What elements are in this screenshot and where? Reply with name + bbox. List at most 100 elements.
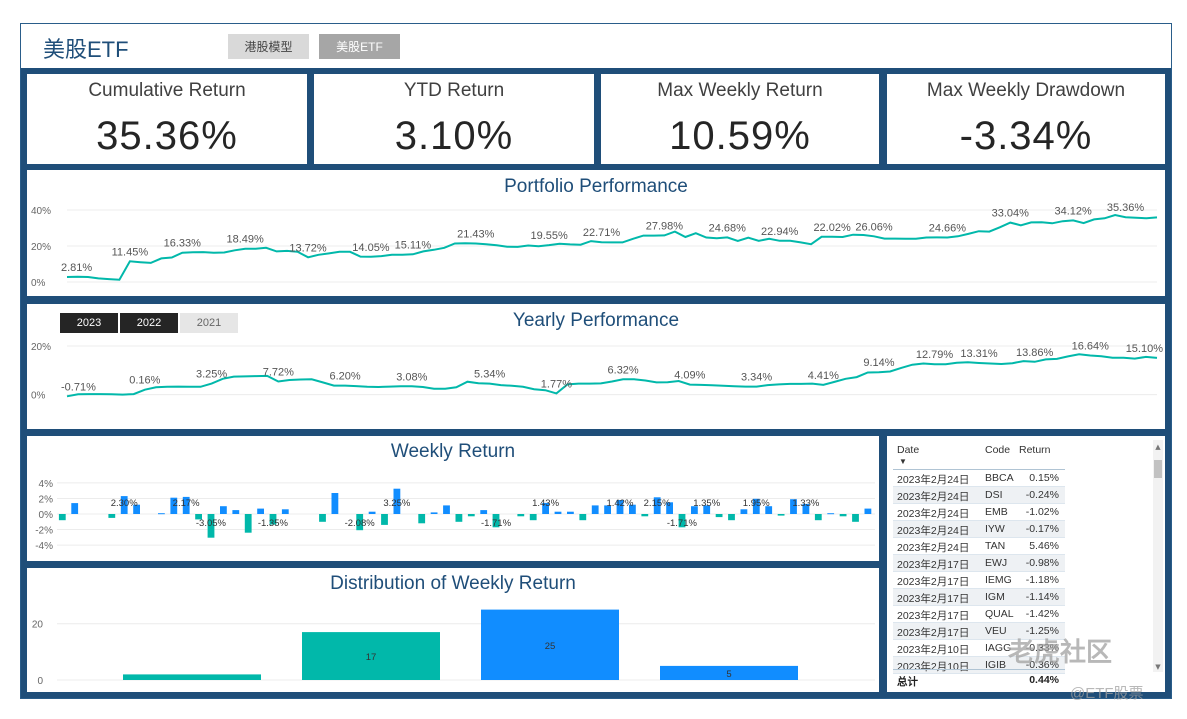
yearly-performance-chart: 20% 0% -0.71% 0.16% 3.25% 7.72% 6.20% 3.08% 5.34… [31,340,1163,401]
column-header-return[interactable]: Return [1019,444,1051,456]
cell-date: 2023年2月17日 [897,576,970,588]
series-line [66,213,1158,281]
cell-return: -1.42% [1025,608,1059,620]
table-row[interactable]: 2023年2月24日 IYW -0.17% [893,521,1065,538]
cell-code: IGIB [985,659,1007,671]
data-label: 13.86% [1016,347,1054,359]
data-label: 21.43% [457,228,495,240]
table-row[interactable]: 2023年2月24日 DSI -0.24% [893,487,1065,504]
data-label: 6.32% [608,364,639,376]
data-label: 15.11% [395,239,432,251]
data-label: 24.68% [709,222,747,234]
table-row[interactable]: 2023年2月17日 VEU -1.25% [893,623,1065,640]
table-row[interactable]: 2023年2月24日 TAN 5.46% [893,538,1065,555]
cell-return: -1.25% [1025,625,1059,637]
table-row[interactable]: 2023年2月17日 EWJ -0.98% [893,555,1065,572]
weekly-bar [108,514,116,518]
cell-return: -1.14% [1025,591,1059,603]
data-label: 6.20% [329,371,360,383]
scroll-down-icon[interactable]: ▼ [1155,663,1161,671]
total-label: 总计 [897,676,918,688]
nav-button-us-etf[interactable]: 美股ETF [319,34,400,59]
page-title: 美股ETF [43,37,129,62]
table-scrollbar[interactable]: ▲ ▼ [1153,440,1163,672]
data-label: 27.98% [646,220,684,232]
weekly-bar [616,500,624,514]
cell-return: -0.98% [1025,557,1059,569]
table-row[interactable]: 2023年2月24日 EMB -1.02% [893,504,1065,521]
weekly-bar [281,509,289,514]
data-label: 14.05% [352,242,390,254]
weekly-bar [715,514,723,518]
cell-date: 2023年2月24日 [897,508,970,520]
data-label: 2.30% [111,498,138,509]
chart-title: Portfolio Performance [504,176,688,197]
weekly-bar [381,514,388,525]
data-label: 11.45% [112,246,149,258]
scroll-thumb[interactable] [1154,460,1162,478]
weekly-bar [492,514,500,528]
data-label: 1.35% [693,498,720,509]
data-label: 1.42% [606,498,633,509]
weekly-bar [579,514,587,521]
weekly-bar [827,513,835,515]
weekly-bar [356,514,364,531]
cell-code: IAGG [985,642,1012,654]
weekly-bar [158,513,165,515]
kpi-title: YTD Return [403,80,505,101]
year-filter-2023[interactable]: 2023 [60,313,118,333]
distribution-panel: Distribution of Weekly Return 20 0 17 25 5 [27,568,879,692]
data-label: 25 [545,641,556,652]
weekly-bar [71,503,79,514]
y-tick-label: 4% [39,479,54,490]
y-tick-label: 2% [39,494,54,505]
watermark-account: @ETF股票 [1070,685,1144,702]
kpi-card-max-weekly-return: Max Weekly Return 10.59% [601,74,879,164]
data-label: 17 [366,652,377,663]
table-total-row: 总计 0.44% [893,669,1065,689]
weekly-bar [802,503,810,514]
data-label: 16.64% [1072,340,1110,352]
weekly-return-panel: Weekly Return 4% 2% 0% -2% -4% 2.30% 2.17% -3.0… [27,436,879,561]
weekly-bar [220,506,227,514]
weekly-bar [133,504,140,514]
data-label: 16.33% [164,238,202,250]
weekly-bar [790,499,797,514]
distribution-bar [481,609,619,680]
table-row[interactable]: 2023年2月17日 IGM -1.14% [893,589,1065,606]
sort-descending-icon[interactable]: ▼ [899,457,907,466]
kpi-card-max-weekly-drawdown: Max Weekly Drawdown -3.34% [887,74,1165,164]
watermark-community: 老虎社区 [1008,637,1113,667]
holdings-table: Date Code Return ▼ 2023年2月24日 BBCA 0.15% 20… [893,436,1065,674]
distribution-chart: 20 0 17 25 5 [32,609,875,687]
distribution-bar [123,674,261,680]
weekly-bar [542,502,549,514]
data-label: 26.06% [855,221,893,233]
table-row[interactable]: 2023年2月17日 IEMG -1.18% [893,572,1065,589]
weekly-bar [554,511,562,514]
weekly-bar [467,514,475,517]
y-tick-label: -4% [35,541,53,552]
year-filter-2021[interactable]: 2021 [180,313,238,333]
table-row[interactable]: 2023年2月10日 IAGG -0.33% [893,640,1065,657]
cell-date: 2023年2月24日 [897,542,970,554]
column-header-date[interactable]: Date [897,444,920,456]
table-row[interactable]: 2023年2月17日 QUAL -1.42% [893,606,1065,623]
weekly-return-chart: 4% 2% 0% -2% -4% 2.30% 2.17% -3.05% -1.35% -2.08%… [35,479,875,552]
weekly-bar [393,488,401,514]
weekly-bar [455,514,463,522]
column-header-code[interactable]: Code [985,444,1011,456]
data-label: 2.17% [173,498,200,509]
kpi-title: Max Weekly Return [657,80,823,101]
nav-button-hk-model[interactable]: 港股模型 [228,34,309,59]
table-row[interactable]: 2023年2月24日 BBCA 0.15% [893,470,1065,487]
cell-date: 2023年2月17日 [897,559,970,571]
year-filter-2022[interactable]: 2022 [120,313,178,333]
scroll-up-icon[interactable]: ▲ [1155,443,1161,451]
weekly-bar [517,514,525,517]
data-label: 4.41% [808,370,839,382]
cell-date: 2023年2月17日 [897,610,970,622]
data-label: 35.36% [1107,202,1145,214]
kpi-value: 35.36% [96,114,238,158]
cell-code: IEMG [985,574,1012,586]
